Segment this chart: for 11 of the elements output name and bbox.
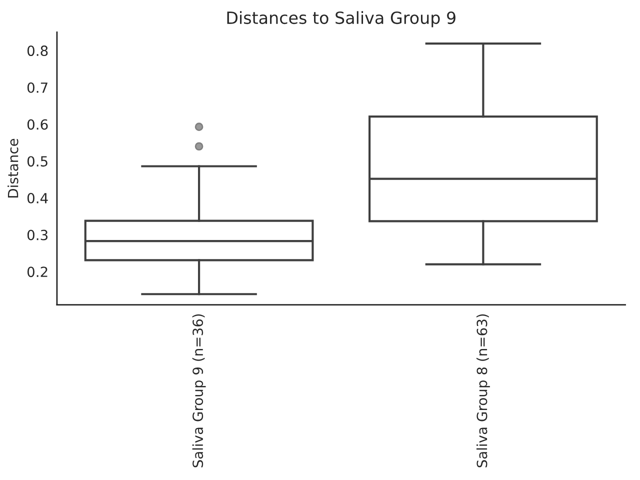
y-tick-label: 0.5 — [27, 156, 48, 167]
y-tick-label: 0.6 — [27, 119, 48, 130]
y-axis-title: Distance — [8, 138, 18, 198]
y-tick-label: 0.7 — [27, 82, 48, 93]
y-tick-label: 0.8 — [27, 46, 48, 56]
y-tick-label: 0.2 — [27, 266, 48, 278]
y-tick-label: 0.4 — [27, 192, 48, 204]
y-tick-label: 0.3 — [27, 230, 48, 240]
chart-title: Distances to Saliva Group 9 — [227, 11, 456, 28]
x-tick-label: Saliva Group 8 (n=63) — [476, 314, 490, 468]
x-tick-label: Saliva Group 9 (n=36) — [192, 314, 206, 468]
